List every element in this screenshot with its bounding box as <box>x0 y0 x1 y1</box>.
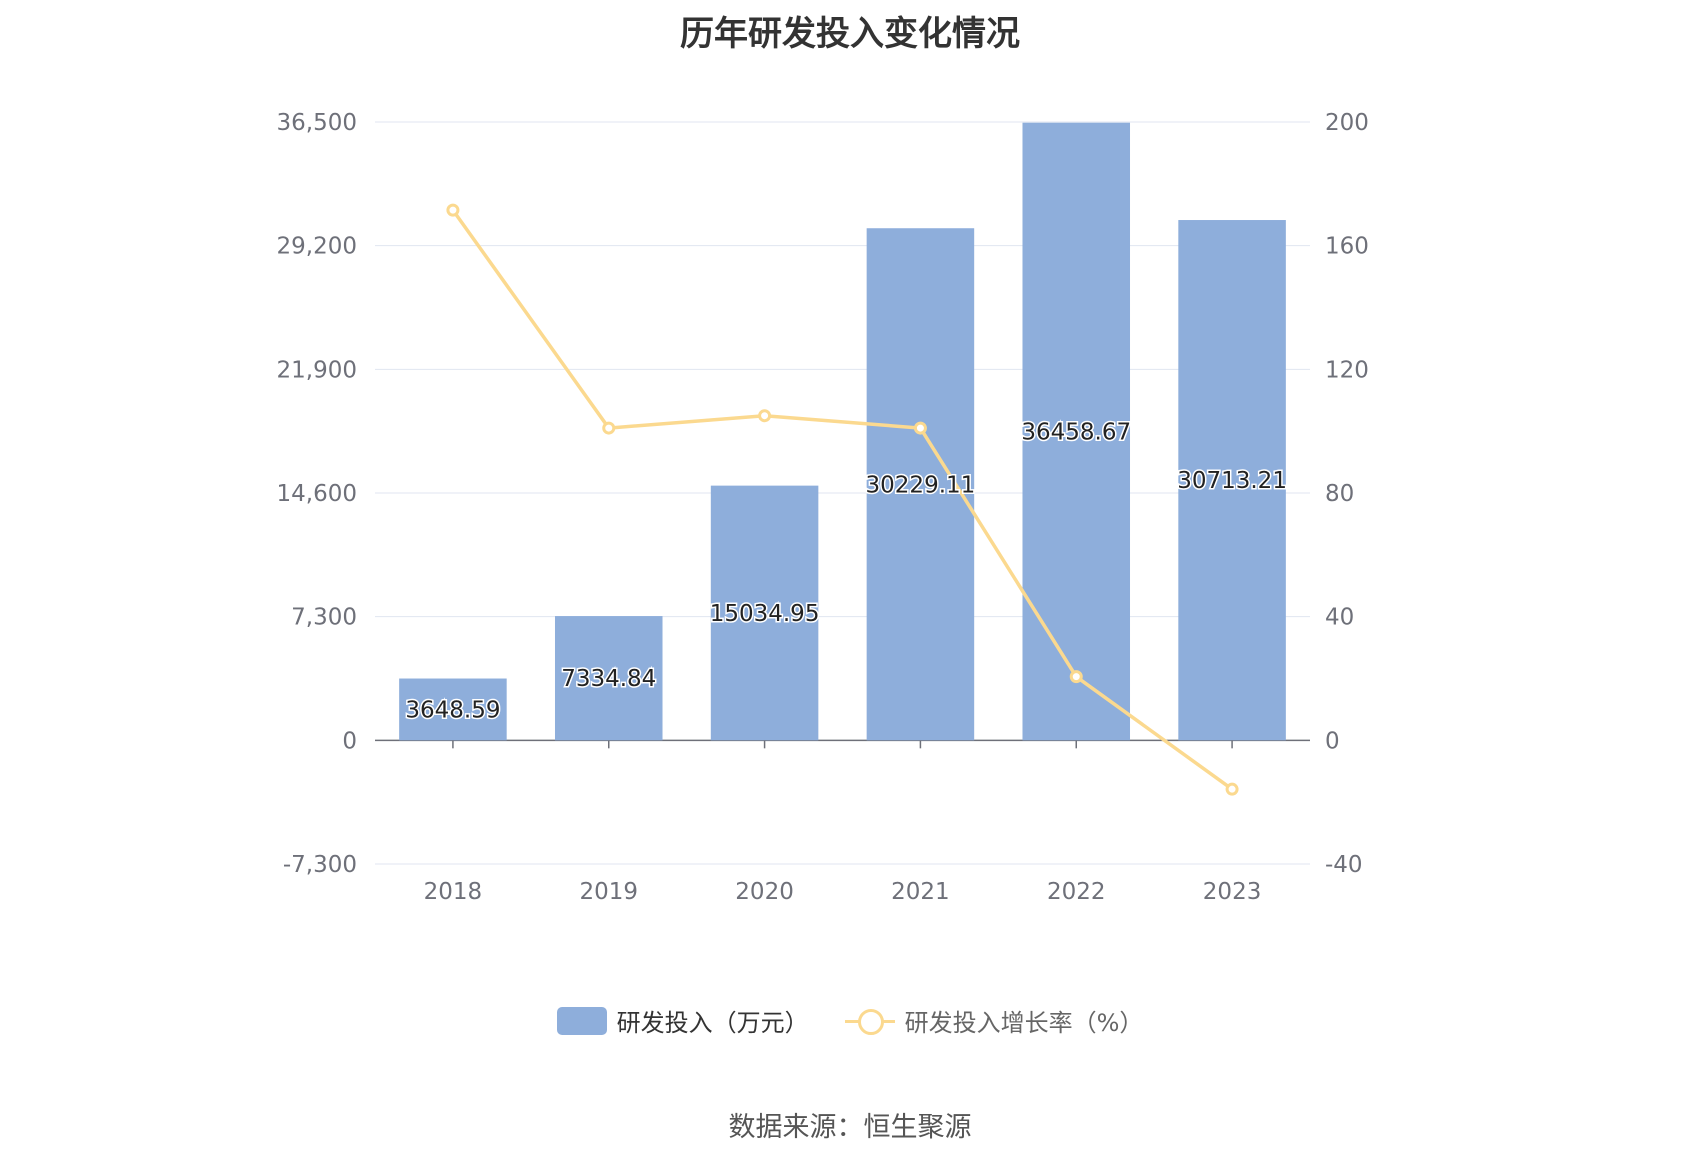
bar-value-label: 36458.67 <box>1021 420 1131 446</box>
growth-point <box>1225 782 1239 796</box>
chart-title: 历年研发投入变化情况 <box>680 14 1020 54</box>
legend-label-bar-series: 研发投入（万元） <box>616 1009 809 1037</box>
bar-value-label: 7334.84 <box>561 666 656 692</box>
bar-value-label: 30229.11 <box>866 472 976 498</box>
y-left-tick-label: 36,500 <box>277 110 357 136</box>
y-right-tick-label: -40 <box>1325 852 1363 878</box>
y-left-tick-label: 21,900 <box>277 357 357 383</box>
y-left-tick-label: 7,300 <box>291 605 357 631</box>
y-right-tick-label: 0 <box>1325 728 1340 754</box>
y-right-tick-label: 160 <box>1325 234 1369 260</box>
bar-series-swatch <box>556 1006 607 1035</box>
y-right-tick-label: 80 <box>1325 481 1354 507</box>
legend-item-line-series[interactable]: 研发投入增长率（%） <box>844 1003 1144 1038</box>
x-tick-label: 2021 <box>891 879 950 905</box>
bar-value-label: 3648.59 <box>405 697 500 723</box>
bar-value-label: 15034.95 <box>710 601 820 627</box>
legend: 研发投入（万元） 研发投入增长率（%） <box>0 1003 1700 1038</box>
y-left-tick-label: 14,600 <box>277 481 357 507</box>
bar-value-label: 30713.21 <box>1177 468 1287 494</box>
bar <box>399 678 507 741</box>
y-right-tick-label: 200 <box>1325 110 1369 136</box>
x-tick-label: 2023 <box>1203 879 1262 905</box>
x-tick-label: 2020 <box>735 879 794 905</box>
data-source: 数据来源：恒生聚源 <box>728 1112 972 1143</box>
y-left-tick-label: -7,300 <box>283 852 357 878</box>
growth-line <box>451 209 1234 791</box>
growth-point <box>602 421 616 435</box>
growth-point <box>913 421 927 435</box>
y-left-tick-label: 0 <box>342 728 357 754</box>
x-tick-label: 2019 <box>579 879 638 905</box>
legend-item-bar-series[interactable]: 研发投入（万元） <box>556 1003 809 1038</box>
growth-point <box>1069 670 1083 684</box>
growth-point <box>758 409 772 423</box>
bar <box>1022 122 1131 741</box>
chart-plot: 36,500 200 29,200 160 21,900 120 14,600 80 7,300… <box>277 110 1369 905</box>
y-right-tick-label: 40 <box>1325 605 1354 631</box>
bar <box>1178 220 1286 741</box>
x-tick-label: 2018 <box>424 879 483 905</box>
bar <box>710 485 819 741</box>
growth-point <box>446 203 460 217</box>
x-tick-label: 2022 <box>1047 879 1106 905</box>
y-right-tick-label: 120 <box>1325 357 1369 383</box>
line-series-swatch <box>844 1007 895 1035</box>
y-left-tick-label: 29,200 <box>277 234 357 260</box>
legend-label-line-series: 研发投入增长率（%） <box>904 1009 1144 1037</box>
bar <box>554 616 663 741</box>
